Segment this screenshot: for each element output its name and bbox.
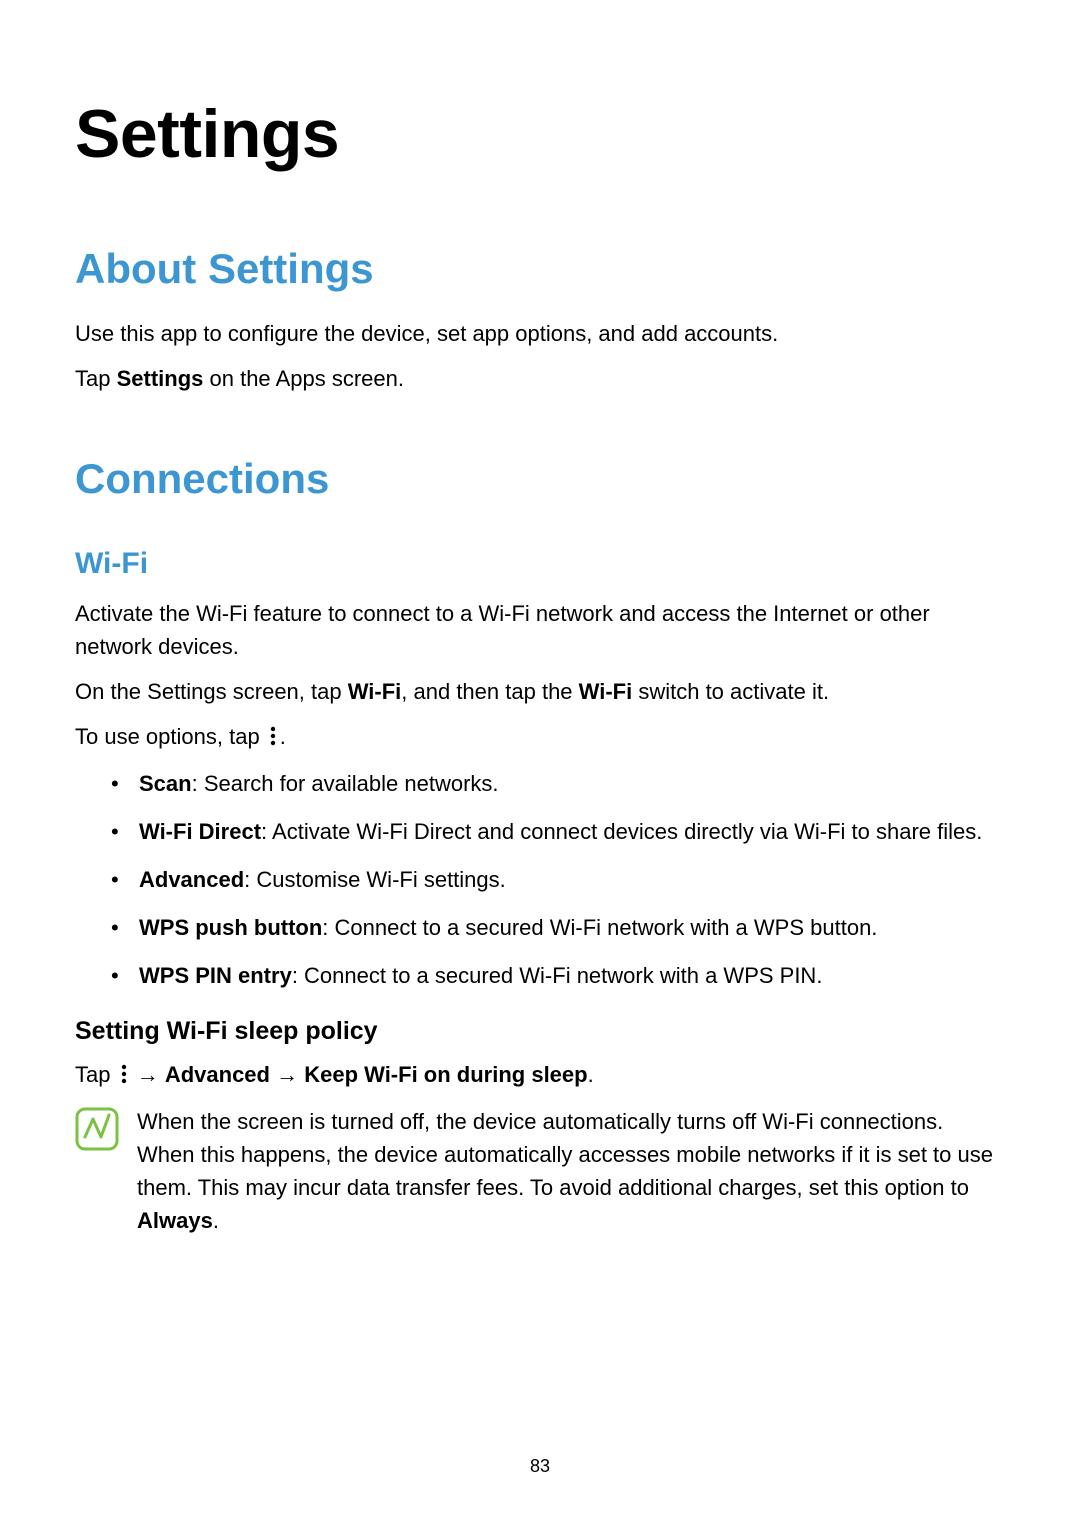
note-c: . (213, 1208, 219, 1233)
page-number: 83 (0, 1456, 1080, 1477)
wifi-p2-b: Wi-Fi (348, 679, 402, 704)
wifi-p3: To use options, tap . (75, 720, 1005, 755)
wifi-p3-a: To use options, tap (75, 724, 266, 749)
about-p1: Use this app to configure the device, se… (75, 317, 1005, 350)
sleep-line-a: Tap (75, 1062, 117, 1087)
list-desc: : Connect to a secured Wi-Fi network wit… (322, 915, 877, 940)
page-content: Settings About Settings Use this app to … (0, 0, 1080, 1237)
list-term: Scan (139, 771, 192, 796)
sleep-line-c: Advanced (165, 1062, 270, 1087)
list-desc: : Customise Wi-Fi settings. (244, 867, 506, 892)
wifi-sleep-heading: Setting Wi-Fi sleep policy (75, 1017, 1005, 1046)
list-item: Scan: Search for available networks. (111, 767, 1005, 801)
sleep-line-d: → (270, 1062, 304, 1087)
list-term: WPS push button (139, 915, 322, 940)
wifi-p1: Activate the Wi-Fi feature to connect to… (75, 597, 1005, 663)
wifi-heading: Wi-Fi (75, 547, 1005, 581)
list-item: Advanced: Customise Wi-Fi settings. (111, 863, 1005, 897)
note-a: When the screen is turned off, the devic… (137, 1109, 993, 1200)
about-p2-bold: Settings (117, 366, 204, 391)
wifi-options-list: Scan: Search for available networks. Wi-… (111, 767, 1005, 993)
note-text: When the screen is turned off, the devic… (137, 1105, 1005, 1237)
list-term: Wi-Fi Direct (139, 819, 261, 844)
list-item: Wi-Fi Direct: Activate Wi-Fi Direct and … (111, 815, 1005, 849)
connections-heading: Connections (75, 455, 1005, 503)
list-desc: : Search for available networks. (192, 771, 499, 796)
list-desc: : Activate Wi-Fi Direct and connect devi… (261, 819, 982, 844)
wifi-p3-b: . (280, 724, 286, 749)
wifi-p2-e: switch to activate it. (632, 679, 829, 704)
list-item: WPS push button: Connect to a secured Wi… (111, 911, 1005, 945)
list-desc: : Connect to a secured Wi-Fi network wit… (292, 963, 823, 988)
about-p2-prefix: Tap (75, 366, 117, 391)
wifi-p2-c: , and then tap the (401, 679, 578, 704)
wifi-p2-d: Wi-Fi (579, 679, 633, 704)
sleep-line-b: → (131, 1062, 165, 1087)
more-options-icon (119, 1060, 129, 1093)
note-b: Always (137, 1208, 213, 1233)
about-p2-suffix: on the Apps screen. (203, 366, 404, 391)
page-title: Settings (75, 95, 1005, 173)
list-term: Advanced (139, 867, 244, 892)
about-settings-heading: About Settings (75, 245, 1005, 293)
list-item: WPS PIN entry: Connect to a secured Wi-F… (111, 959, 1005, 993)
sleep-line-f: . (588, 1062, 594, 1087)
wifi-p2: On the Settings screen, tap Wi-Fi, and t… (75, 675, 1005, 708)
note-icon (75, 1107, 119, 1151)
note-callout: When the screen is turned off, the devic… (75, 1105, 1005, 1237)
more-options-icon (268, 722, 278, 755)
wifi-sleep-line: Tap → Advanced → Keep Wi-Fi on during sl… (75, 1058, 1005, 1093)
wifi-p2-a: On the Settings screen, tap (75, 679, 348, 704)
list-term: WPS PIN entry (139, 963, 292, 988)
about-p2: Tap Settings on the Apps screen. (75, 362, 1005, 395)
sleep-line-e: Keep Wi-Fi on during sleep (304, 1062, 587, 1087)
